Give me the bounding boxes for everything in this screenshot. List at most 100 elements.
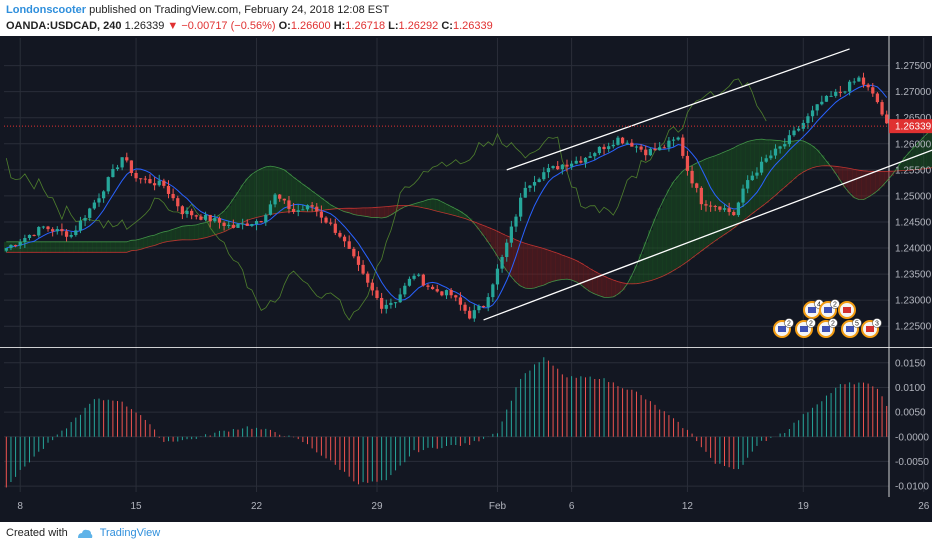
candle-body — [23, 238, 27, 243]
candle-body — [699, 187, 703, 205]
cloud-segment — [291, 177, 297, 212]
macd-tick-label: 0.0050 — [895, 408, 926, 419]
macd-tick-label: -0.0100 — [895, 482, 929, 493]
candle-body — [741, 188, 745, 203]
price-tick-label: 1.23500 — [895, 270, 932, 281]
candle-body — [208, 214, 212, 222]
cloud-segment — [314, 194, 320, 212]
event-badge[interactable] — [838, 301, 856, 319]
cloud-segment — [564, 256, 570, 280]
senkou-span-a — [6, 128, 932, 298]
time-axis[interactable]: 8152229Feb6121926Mar — [17, 501, 932, 512]
flag-shape — [808, 307, 816, 313]
candle-body — [746, 180, 750, 189]
event-badge[interactable]: 2 — [817, 318, 838, 338]
open-value: 1.26600 — [290, 20, 331, 32]
candle-body — [352, 248, 356, 257]
cloud-segment — [36, 241, 42, 253]
time-tick-label: 6 — [569, 501, 575, 512]
candle-body — [18, 242, 22, 246]
candle-body — [644, 149, 648, 156]
candle-body — [282, 198, 286, 201]
candle-body — [764, 158, 768, 162]
cloud-segment — [244, 178, 250, 221]
flag-shape — [846, 326, 854, 332]
chart-svg[interactable]: 4 22 2 2 5 3 1.225001.230001.235001.240001.24… — [0, 36, 932, 522]
tradingview-brand[interactable]: TradingView — [99, 527, 161, 539]
event-badges[interactable]: 4 2 2 2 2 5 3 — [773, 299, 882, 338]
trend-line-upper — [506, 48, 850, 171]
cloud-segment — [634, 265, 640, 284]
cloud-segment — [101, 241, 107, 253]
cloud-segment — [87, 241, 93, 253]
cloud-segment — [485, 227, 491, 243]
cloud-segment — [129, 240, 135, 251]
cloud-segment — [235, 192, 241, 225]
candle-body — [579, 160, 583, 163]
cloud-segment — [147, 236, 153, 247]
candle-body — [259, 221, 263, 223]
cloud-segment — [277, 168, 283, 213]
cloud-segment — [851, 169, 857, 198]
candle-body — [597, 146, 602, 154]
cloud-segment — [842, 167, 848, 188]
candle-body — [213, 218, 217, 222]
candle-body — [685, 155, 690, 171]
time-tick-label: 15 — [130, 501, 142, 512]
candle-body — [106, 177, 110, 192]
candle-body — [74, 230, 78, 236]
candle-body — [537, 179, 541, 183]
candle-body — [458, 297, 463, 305]
candle-body — [115, 167, 120, 170]
cloud-segment — [166, 230, 172, 242]
candle-body — [852, 81, 856, 83]
candle-body — [241, 223, 245, 225]
cloud-segment — [583, 265, 589, 289]
candle-body — [648, 148, 652, 156]
candle-body — [278, 194, 282, 199]
candle-body — [347, 241, 351, 249]
candle-body — [315, 206, 319, 212]
candle-body — [199, 216, 203, 220]
cloud-segment — [309, 191, 315, 212]
cloud-segment — [133, 239, 139, 251]
candle-body — [630, 142, 634, 147]
cloud-segment — [360, 207, 366, 217]
candle-body — [407, 278, 412, 286]
candle-body — [810, 110, 815, 117]
candle-body — [491, 284, 495, 298]
event-badge[interactable]: 2 — [795, 318, 816, 338]
candle-body — [324, 217, 328, 223]
candle-body — [514, 216, 518, 227]
cloud-segment — [268, 166, 274, 215]
candle-body — [611, 144, 615, 147]
cloud-segment — [555, 253, 561, 281]
candle-body — [681, 137, 685, 156]
cloud-segment — [889, 171, 895, 176]
macd-tick-label: 0.0100 — [895, 383, 926, 394]
macd-tick-label: 0.0150 — [895, 358, 926, 369]
macd-tick-label: -0.0050 — [895, 457, 929, 468]
author-link[interactable]: Londonscooter — [6, 4, 87, 16]
time-tick-label: 22 — [251, 501, 263, 512]
candle-body — [88, 208, 92, 218]
event-badge[interactable]: 5 — [841, 318, 862, 338]
candle-body — [254, 221, 259, 224]
cloud-segment — [643, 242, 649, 282]
cloud-segment — [54, 241, 61, 253]
candle-body — [301, 209, 305, 211]
candle-body — [542, 172, 546, 180]
event-badge[interactable]: 2 — [773, 318, 794, 338]
cloud-segment — [652, 218, 658, 280]
candle-body — [338, 232, 342, 237]
candle-body — [393, 302, 398, 304]
footer: Created with TradingView — [6, 527, 160, 545]
cloud-segment — [305, 187, 311, 212]
event-badge[interactable]: 2 — [819, 299, 840, 319]
price-axis[interactable]: 1.22500 1.23000 1.23500 1.24000 1.24500 1.250… — [889, 61, 932, 493]
cloud-segment — [763, 139, 769, 204]
event-badge[interactable]: 3 — [861, 318, 882, 338]
cloud-segment — [597, 273, 603, 296]
candle-body — [857, 77, 861, 82]
